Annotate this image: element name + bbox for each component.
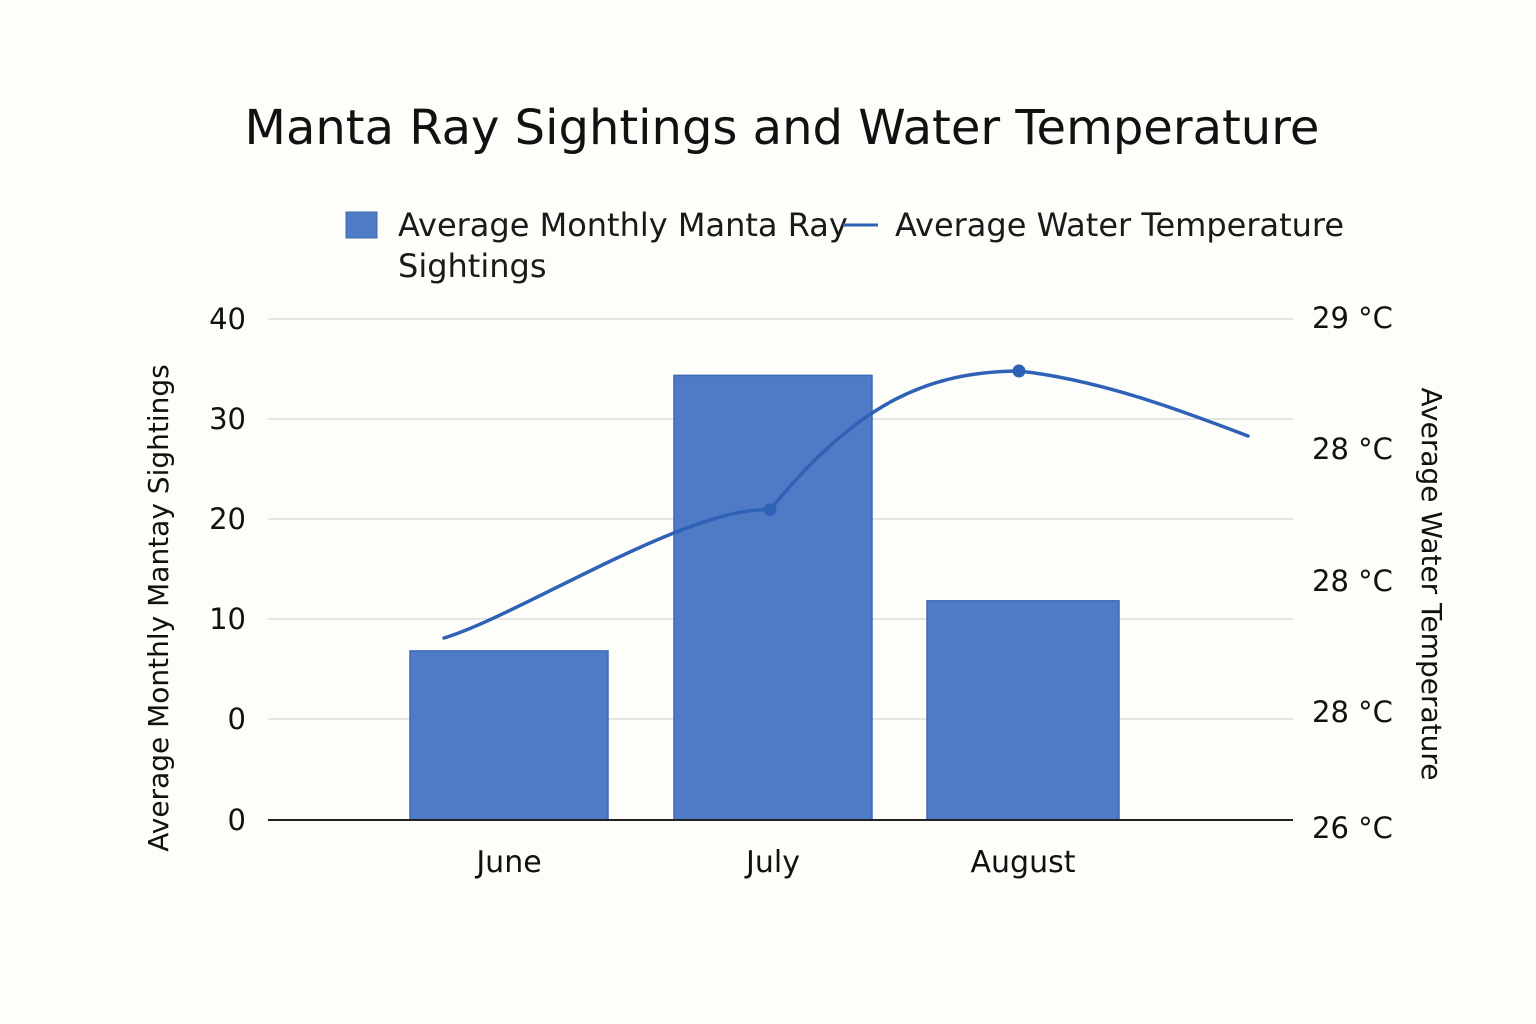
legend-line-label: Average Water Temperature: [895, 206, 1344, 244]
temperature-point: [763, 503, 777, 517]
right-tick-label: 28 °C: [1312, 432, 1393, 466]
bars: [409, 374, 1120, 821]
left-tick-label: 20: [209, 502, 246, 536]
temperature-line: [442, 369, 1250, 640]
line-series: [442, 364, 1250, 640]
bar-july: [673, 374, 873, 821]
legend: Average Monthly Manta Ray Sightings Aver…: [345, 206, 1344, 285]
legend-bar-swatch: [345, 211, 378, 239]
right-tick-label: 26 °C: [1312, 811, 1393, 845]
left-axis-label: Average Monthly Mantay Sightings: [142, 364, 175, 852]
category-labels: June July August: [474, 845, 1075, 880]
legend-bar-label-line2: Sightings: [398, 247, 547, 285]
left-tick-label: 40: [209, 302, 246, 336]
left-tick-label: 30: [209, 402, 246, 436]
right-tick-label: 28 °C: [1312, 695, 1393, 729]
left-tick-label: 0: [228, 702, 246, 736]
temperature-point: [1012, 364, 1026, 378]
category-label: June: [474, 845, 541, 880]
category-label: August: [971, 845, 1076, 880]
bar-june: [409, 650, 609, 821]
right-axis-label: Average Water Temperature: [1415, 388, 1448, 781]
legend-bar-label-line1: Average Monthly Manta Ray: [398, 206, 848, 244]
left-tick-label: 0: [228, 803, 246, 837]
chart-title: Manta Ray Sightings and Water Temperatur…: [245, 100, 1320, 156]
right-tick-label: 29 °C: [1312, 301, 1393, 335]
right-tick-label: 28 °C: [1312, 564, 1393, 598]
bar-august: [926, 600, 1120, 821]
category-label: July: [744, 845, 800, 880]
left-axis-ticks: 0 0 10 20 30 40: [209, 302, 246, 837]
right-axis-ticks: 26 °C 28 °C 28 °C 28 °C 29 °C: [1312, 301, 1393, 845]
left-tick-label: 10: [209, 602, 246, 636]
